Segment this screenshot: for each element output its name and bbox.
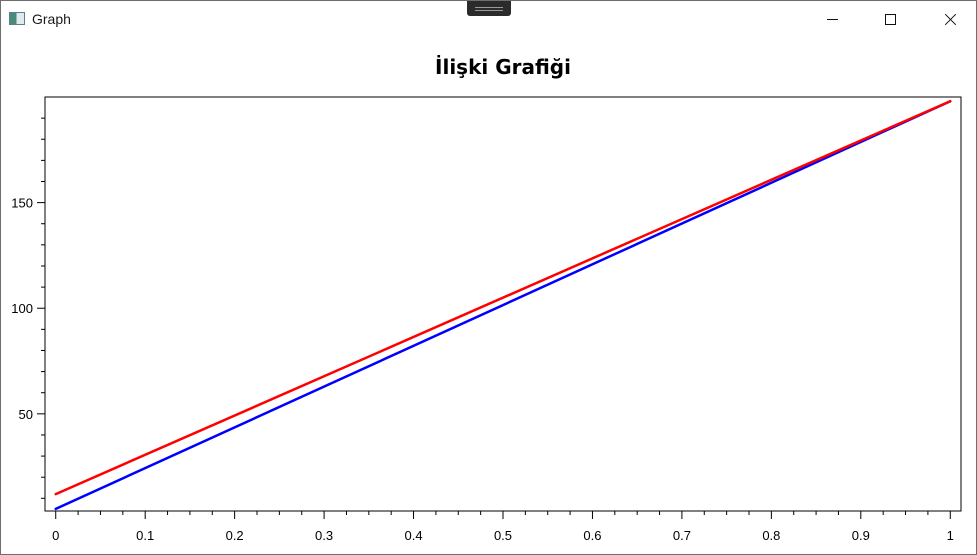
series-line [54,99,952,496]
series-layer [54,99,952,511]
chart-title: İlişki Grafiği [435,55,571,79]
maximize-button[interactable] [867,1,913,37]
x-tick-label: 0.9 [852,528,870,543]
x-tick-label: 0.1 [136,528,154,543]
series-line [54,99,952,511]
x-tick-label: 0.2 [226,528,244,543]
y-axis: 50 100 150 [11,117,45,499]
x-tick-label: 0.3 [315,528,333,543]
title-bar[interactable]: Graph [1,1,976,37]
minimize-button[interactable] [809,1,855,37]
minimize-icon [826,18,838,20]
y-tick-label: 50 [19,407,33,422]
x-tick-label: 0.4 [405,528,423,543]
x-tick-label: 0.8 [762,528,780,543]
maximize-icon [884,13,896,25]
drag-handle[interactable] [467,1,511,16]
app-window-icon [9,12,25,25]
x-axis: 0 0.1 0.2 0.3 0.4 0.5 0.6 0.7 0.8 0.9 1 [52,511,954,543]
x-tick-label: 0.5 [494,528,512,543]
y-tick-label: 100 [11,301,33,316]
x-tick-label: 0.7 [673,528,691,543]
x-tick-label: 1 [947,528,954,543]
window-title: Graph [32,11,71,27]
y-tick-label: 150 [11,196,33,211]
x-tick-label: 0 [52,528,59,543]
x-tick-label: 0.6 [583,528,601,543]
